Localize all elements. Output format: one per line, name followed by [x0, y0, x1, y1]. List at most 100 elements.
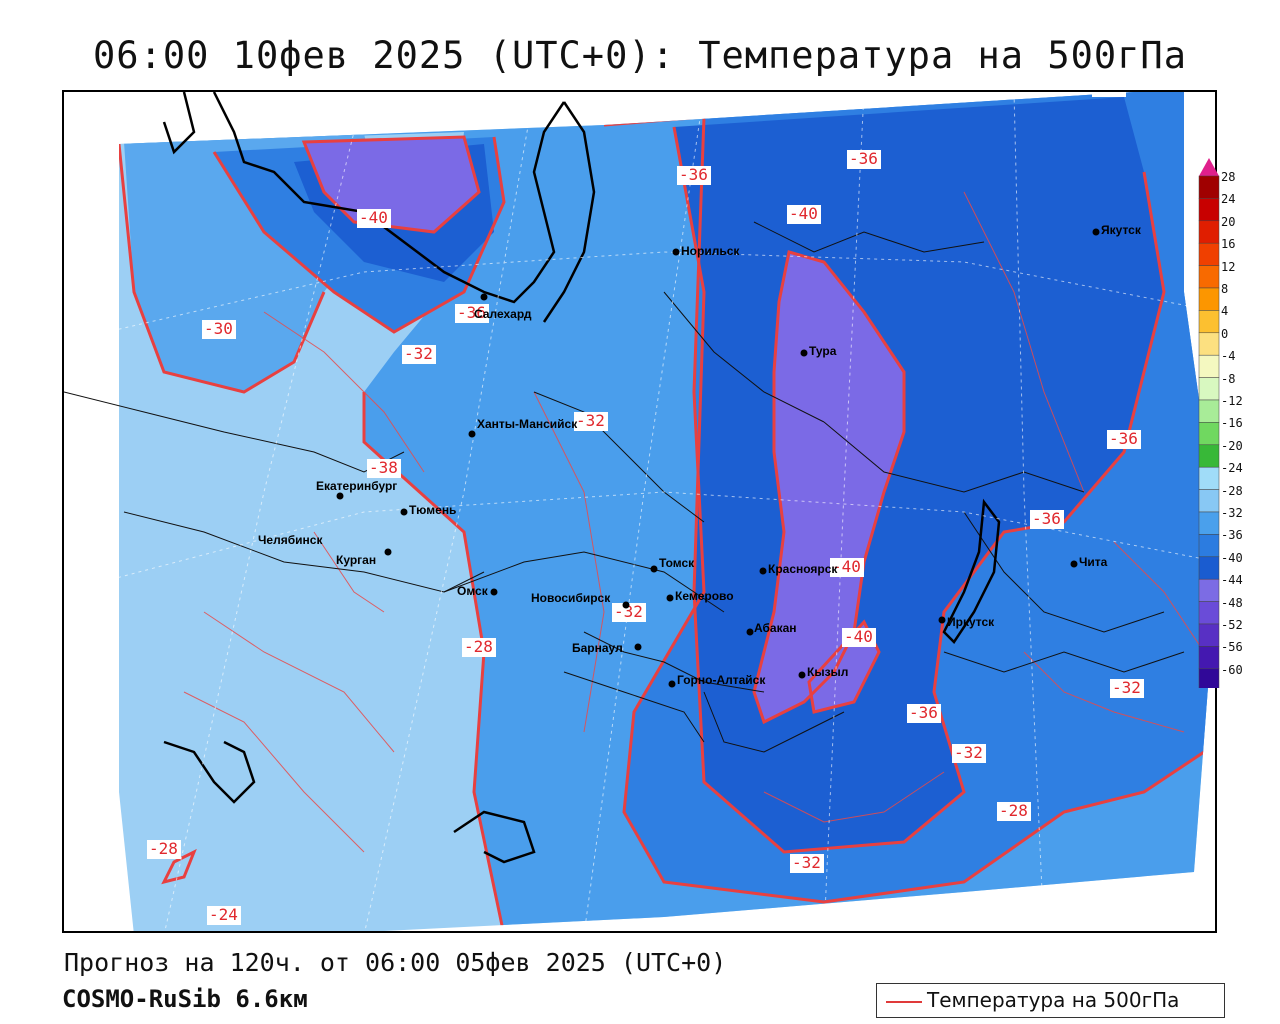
- contour-label: -40: [789, 204, 818, 223]
- city-label: Тюмень: [409, 503, 456, 517]
- colorbar-tick-label: 8: [1221, 282, 1229, 296]
- city-marker: [938, 616, 946, 624]
- contour-label: -32: [404, 344, 433, 363]
- city-label: Горно-Алтайск: [677, 673, 766, 687]
- colorbar-tick-label: 24: [1221, 192, 1236, 207]
- colorbar-tick-label: 28: [1221, 170, 1236, 184]
- colorbar-tick-label: 20: [1221, 214, 1236, 229]
- zone-below-40: [754, 252, 904, 722]
- contour-label-bg: [455, 304, 489, 323]
- city-label: Челябинск: [258, 533, 323, 547]
- colorbar-cell: [1198, 444, 1220, 468]
- city-label: Ханты-Мансийск: [477, 417, 578, 431]
- city-label: Барнаул: [572, 641, 623, 655]
- colorbar-cell: [1198, 578, 1220, 602]
- city-label: Иркутск: [947, 615, 995, 629]
- contour-label: -28: [464, 637, 493, 656]
- contour-label-bg: [462, 638, 496, 657]
- contour-label-bg: [1107, 430, 1141, 449]
- city-marker: [336, 492, 344, 500]
- contour-label-bg: [842, 628, 876, 647]
- map-panel[interactable]: -40 -36 -36 -40 -38 -36 -32 -32 -32 -28 -40 -40 -36 -…: [62, 90, 1217, 933]
- colorbar-cell: [1198, 377, 1220, 401]
- contour-label: -36: [1032, 509, 1061, 528]
- contour-label: -30: [204, 319, 233, 338]
- contour-label-bg: [367, 459, 401, 478]
- colorbar-cell: [1198, 399, 1220, 423]
- contour-label-bg: [147, 840, 181, 859]
- legend-label: Температура на 500гПа: [927, 988, 1180, 1012]
- city-label: Чита: [1079, 555, 1108, 569]
- city-marker: [384, 548, 392, 556]
- contour-label-bg: [830, 558, 864, 577]
- contour-labels: -40 -36 -36 -40 -38 -36 -32 -32 -32 -28 -40 -40 -36 -…: [147, 92, 1144, 925]
- city-label: Красноярск: [768, 562, 838, 576]
- colorbar-cell: [1198, 220, 1220, 244]
- city-marker: [1092, 228, 1100, 236]
- map-title: 06:00 10фев 2025 (UTC+0): Температура на…: [93, 34, 1187, 77]
- legend-line-swatch: [886, 1001, 922, 1003]
- colorbar-tick-label: -24: [1221, 461, 1243, 476]
- colorbar-cell: [1198, 175, 1220, 199]
- thin-isotherms: [183, 191, 1205, 853]
- colorbar-cell: [1198, 511, 1220, 535]
- contour-label-bg: [997, 802, 1031, 821]
- city-label: Томск: [659, 556, 695, 570]
- city-marker: [668, 680, 676, 688]
- contour-label: -36: [1109, 429, 1138, 448]
- city-label: Норильск: [681, 244, 740, 258]
- contour-label-bg: [677, 166, 711, 185]
- contour-label: -40: [844, 627, 873, 646]
- city-marker: [1070, 560, 1078, 568]
- contour-label-bg: [847, 150, 881, 169]
- colorbar-tick-label: -52: [1221, 618, 1243, 632]
- contour-label: -32: [792, 853, 821, 872]
- contour-label-bg: [1092, 92, 1126, 97]
- colorbar-tick-label: -56: [1221, 640, 1243, 655]
- city-label: Кызыл: [807, 665, 848, 679]
- contour-label-bg: [207, 906, 241, 925]
- city-label: Якутск: [1101, 223, 1142, 237]
- colorbar-cell: [1198, 198, 1220, 222]
- colorbar-tick-label: -48: [1221, 595, 1243, 610]
- contour-label: -28: [999, 801, 1028, 820]
- forecast-caption: Прогноз на 120ч. от 06:00 05фев 2025 (UT…: [64, 948, 727, 977]
- colorbar-tick-label: -60: [1221, 662, 1243, 677]
- city-marker: [746, 628, 754, 636]
- city-marker: [650, 565, 658, 573]
- contour-label: -32: [576, 411, 605, 430]
- contour-label-bg: [1030, 510, 1064, 529]
- contour-label: -40: [832, 557, 861, 576]
- city-marker: [400, 508, 408, 516]
- contour-label-bg: [574, 412, 608, 431]
- colorbar-tick-label: -20: [1221, 438, 1243, 453]
- city-label: Тура: [809, 344, 837, 358]
- colorbar-tick-label: -4: [1221, 349, 1236, 364]
- colorbar-cell: [1198, 242, 1220, 266]
- colorbar-tick-label: -16: [1221, 416, 1243, 431]
- colorbar-cell: [1198, 646, 1220, 670]
- city-marker: [468, 430, 476, 438]
- contour-label-bg: [790, 854, 824, 873]
- colorbar-cell: [1198, 354, 1220, 378]
- colorbar-tick-label: -8: [1221, 371, 1236, 386]
- colorbar-tick-label: -36: [1221, 528, 1243, 543]
- colorbar-tick-label: -44: [1221, 573, 1243, 588]
- contour-label: -32: [614, 602, 643, 621]
- temperature-map[interactable]: -40 -36 -36 -40 -38 -36 -32 -32 -32 -28 -40 -40 -36 -…: [64, 92, 1217, 933]
- contour-label: -32: [1112, 678, 1141, 697]
- contour-label: -36: [849, 149, 878, 168]
- colorbar-tick-label: -12: [1221, 394, 1243, 408]
- city-marker: [634, 643, 642, 651]
- colorbar-cell: [1198, 489, 1220, 513]
- graticule: [64, 92, 1215, 931]
- city-marker: [800, 349, 808, 357]
- city-label: Салехард: [474, 307, 532, 321]
- colorbar: [1198, 158, 1220, 688]
- colorbar-tick-label: 0: [1221, 326, 1229, 341]
- colorbar-cell: [1198, 265, 1220, 289]
- contour-label-bg: [202, 320, 236, 339]
- colorbar-cell: [1198, 310, 1220, 334]
- coastlines: [162, 92, 1001, 864]
- city-label: Новосибирск: [531, 591, 611, 605]
